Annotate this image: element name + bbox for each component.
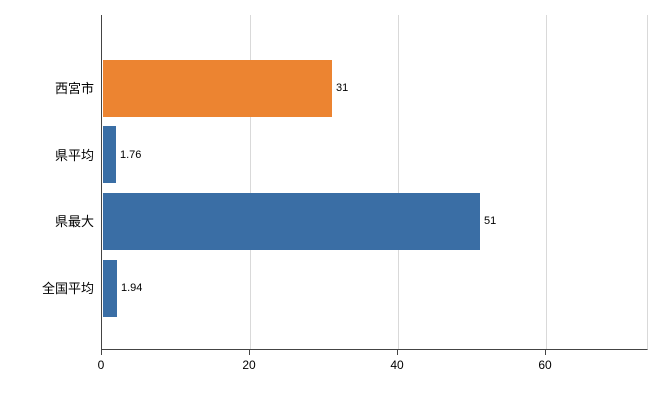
value-label-2: 51 xyxy=(484,215,497,227)
tick-label-0: 0 xyxy=(97,358,105,372)
plot-area: 31 1.76 51 1.94 xyxy=(101,15,648,350)
value-label-3: 1.94 xyxy=(121,282,143,294)
bar-0 xyxy=(103,60,332,117)
tick-mark-20 xyxy=(249,350,250,355)
gridline-x-40 xyxy=(398,15,399,349)
category-label-0: 西宮市 xyxy=(54,81,94,96)
bar-2 xyxy=(103,193,480,250)
tick-mark-0 xyxy=(101,350,102,355)
value-label-0: 31 xyxy=(336,82,349,94)
category-label-1: 県平均 xyxy=(54,148,94,163)
tick-label-20: 20 xyxy=(242,358,256,372)
gridline-x-60 xyxy=(546,15,547,349)
tick-label-60: 60 xyxy=(538,358,552,372)
tick-mark-40 xyxy=(397,350,398,355)
tick-mark-60 xyxy=(545,350,546,355)
bar-1 xyxy=(103,126,116,183)
gridline-x-20 xyxy=(250,15,251,349)
tick-label-40: 40 xyxy=(390,358,404,372)
bar-3 xyxy=(103,260,117,317)
value-label-1: 1.76 xyxy=(120,149,142,161)
category-label-2: 県最大 xyxy=(54,214,94,229)
category-label-3: 全国平均 xyxy=(41,281,94,296)
